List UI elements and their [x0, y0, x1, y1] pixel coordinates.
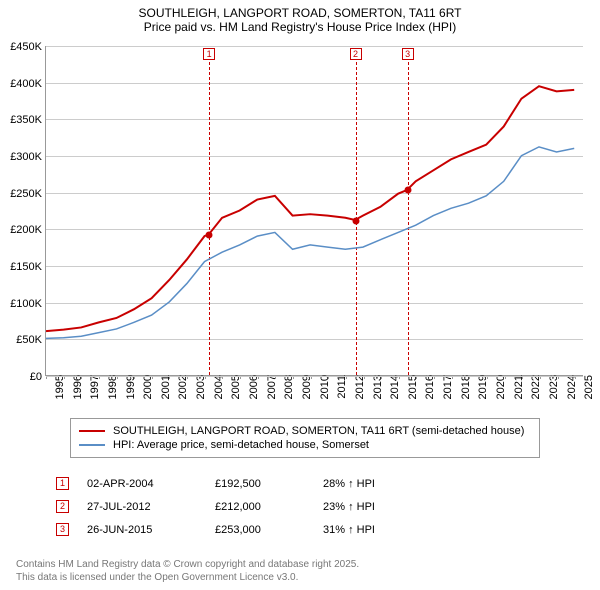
- footer-line-2: This data is licensed under the Open Gov…: [16, 571, 359, 584]
- y-axis-label: £150K: [10, 261, 46, 273]
- x-axis-label: 2025: [579, 375, 595, 399]
- legend-item: SOUTHLEIGH, LANGPORT ROAD, SOMERTON, TA1…: [79, 424, 531, 438]
- sale-marker-box: 3: [56, 523, 69, 536]
- y-axis-label: £0: [30, 371, 46, 383]
- sales-table: 1 02-APR-2004 £192,500 28% ↑ HPI 2 27-JU…: [56, 472, 433, 541]
- sale-price: £253,000: [215, 524, 305, 536]
- table-row: 2 27-JUL-2012 £212,000 23% ↑ HPI: [56, 495, 433, 518]
- legend-swatch: [79, 430, 105, 432]
- chart-lines: [46, 46, 583, 375]
- y-axis-label: £300K: [10, 151, 46, 163]
- sale-price: £192,500: [215, 478, 305, 490]
- y-axis-label: £200K: [10, 224, 46, 236]
- legend-swatch: [79, 444, 105, 446]
- sale-marker-dot: [404, 187, 411, 194]
- chart-plot-area: £0£50K£100K£150K£200K£250K£300K£350K£400…: [45, 46, 583, 376]
- sale-marker-dot: [352, 217, 359, 224]
- title-line-2: Price paid vs. HM Land Registry's House …: [10, 20, 590, 34]
- sale-marker-box: 2: [56, 500, 69, 513]
- legend-label: HPI: Average price, semi-detached house,…: [113, 439, 369, 451]
- sale-date: 27-JUL-2012: [87, 501, 197, 513]
- sale-note: 23% ↑ HPI: [323, 501, 433, 513]
- y-axis-label: £350K: [10, 114, 46, 126]
- chart-title: SOUTHLEIGH, LANGPORT ROAD, SOMERTON, TA1…: [0, 0, 600, 38]
- title-line-1: SOUTHLEIGH, LANGPORT ROAD, SOMERTON, TA1…: [10, 6, 590, 20]
- y-axis-label: £100K: [10, 298, 46, 310]
- sale-marker-label: 2: [350, 48, 362, 60]
- y-axis-label: £250K: [10, 188, 46, 200]
- legend-item: HPI: Average price, semi-detached house,…: [79, 438, 531, 452]
- series-line: [46, 147, 574, 339]
- sale-marker-box: 1: [56, 477, 69, 490]
- y-axis-label: £450K: [10, 41, 46, 53]
- sale-marker-label: 1: [203, 48, 215, 60]
- y-axis-label: £50K: [16, 334, 46, 346]
- sale-note: 31% ↑ HPI: [323, 524, 433, 536]
- series-line: [46, 86, 574, 331]
- sale-marker-label: 3: [402, 48, 414, 60]
- sale-date: 26-JUN-2015: [87, 524, 197, 536]
- footer-line-1: Contains HM Land Registry data © Crown c…: [16, 558, 359, 571]
- legend-label: SOUTHLEIGH, LANGPORT ROAD, SOMERTON, TA1…: [113, 425, 524, 437]
- sale-price: £212,000: [215, 501, 305, 513]
- sale-date: 02-APR-2004: [87, 478, 197, 490]
- footer-attribution: Contains HM Land Registry data © Crown c…: [16, 558, 359, 584]
- sale-marker-dot: [206, 231, 213, 238]
- chart-legend: SOUTHLEIGH, LANGPORT ROAD, SOMERTON, TA1…: [70, 418, 540, 458]
- table-row: 1 02-APR-2004 £192,500 28% ↑ HPI: [56, 472, 433, 495]
- y-axis-label: £400K: [10, 78, 46, 90]
- sale-note: 28% ↑ HPI: [323, 478, 433, 490]
- gridline: £0: [46, 376, 583, 377]
- table-row: 3 26-JUN-2015 £253,000 31% ↑ HPI: [56, 518, 433, 541]
